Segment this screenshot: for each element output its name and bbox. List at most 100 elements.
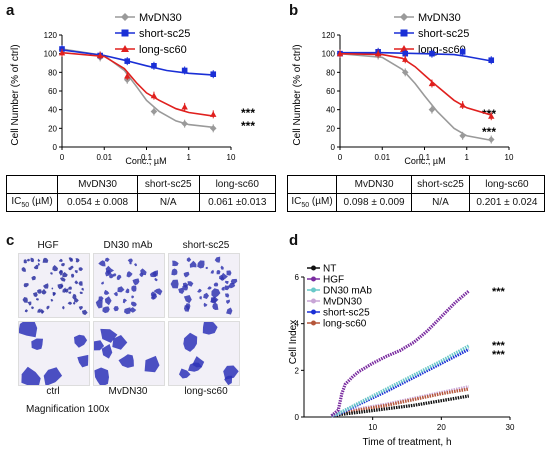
cell-colony: [225, 293, 230, 298]
chart-d-legend-1: HGF: [323, 275, 344, 286]
cell-colony: [21, 366, 41, 385]
chart-a-legend-marker-0: [121, 13, 129, 21]
cell-colony: [179, 368, 191, 379]
cell-colony: [104, 257, 110, 262]
cell-colony: [107, 269, 111, 273]
chart-d-ytick-label: 0: [295, 413, 300, 422]
cell-colony: [42, 257, 49, 263]
chart-a-ytick-label: 80: [48, 68, 57, 77]
cell-colony: [60, 277, 66, 282]
chart-b-xtick-label: 10: [505, 153, 514, 162]
chart-b-point-2: [402, 56, 409, 62]
cell-colony: [151, 296, 156, 300]
chart-d-legend-marker-5: [311, 320, 316, 326]
cell-colony: [73, 301, 76, 305]
ic50-table-a: MvDN30 short-sc25 long-sc60 IC50 (µM) 0.…: [6, 175, 276, 212]
chart-d-legend-marker-2: [311, 287, 316, 293]
cell-colony: [27, 301, 32, 306]
cell-colony: [228, 283, 236, 289]
cell-colony: [74, 298, 79, 303]
cell-colony: [134, 263, 137, 267]
chart-b-legend: MvDN30 short-sc25 long-sc60: [394, 12, 469, 56]
cell-colony: [37, 308, 41, 313]
chart-b-xtick-label: 0.1: [419, 153, 431, 162]
chart-a-xtick-label: 0: [60, 153, 65, 162]
chart-b-point-0: [428, 106, 436, 113]
cell-colony: [205, 266, 209, 270]
cell-colony: [71, 273, 75, 278]
cell-colony: [24, 309, 28, 313]
cell-colony: [19, 322, 38, 338]
chart-a-point-2: [124, 72, 131, 79]
cell-colony: [81, 287, 84, 291]
chart-a-sig-0: ***: [241, 106, 255, 120]
chart-b-xlabel: Conc., µM: [404, 156, 445, 166]
cell-colony: [52, 292, 56, 297]
table-a-header-3: long-sc60: [198, 175, 276, 194]
chart-d-legend-3: MvDN30: [323, 297, 362, 308]
cell-colony: [104, 289, 110, 295]
chart-a-point-1: [181, 67, 188, 74]
cell-colony: [214, 256, 221, 263]
micrograph-label-long-sc60: long-sc60: [184, 386, 228, 397]
chart-b-xtick-label: 0: [338, 153, 343, 162]
cell-colony: [62, 305, 65, 310]
table-b-cell-mvdn30: 0.098 ± 0.009: [335, 193, 413, 212]
cell-colony: [183, 295, 192, 304]
cell-colony: [211, 288, 221, 299]
cell-colony: [230, 278, 238, 284]
chart-a-legend-marker-2: [121, 45, 129, 52]
micrograph-label-ctrl: ctrl: [46, 386, 60, 397]
cell-colony: [37, 262, 40, 266]
cell-colony: [78, 306, 83, 311]
cell-colony: [31, 276, 36, 281]
cell-colony: [152, 270, 158, 277]
chart-b-point-2: [428, 80, 436, 87]
cell-colony: [226, 299, 230, 304]
cell-colony: [132, 278, 140, 286]
cell-colony: [74, 334, 88, 348]
chart-a-point-1: [124, 58, 131, 64]
cell-colony: [197, 288, 202, 293]
chart-b-point-1: [488, 57, 495, 63]
chart-d-series-line-0: [331, 394, 470, 418]
chart-d-sig-1: ***: [492, 340, 506, 352]
cell-colony: [98, 260, 106, 267]
cell-colony: [197, 260, 205, 269]
chart-a-xtick-label: 1: [187, 153, 192, 162]
cell-colony: [213, 282, 219, 287]
cell-colony: [203, 292, 209, 299]
table-a-header-2: short-sc25: [137, 175, 200, 194]
chart-b-point-2: [336, 50, 344, 57]
chart-a-legend-2: long-sc60: [139, 44, 187, 56]
cell-colony: [72, 293, 77, 300]
chart-a-ytick-label: 120: [44, 31, 58, 40]
chart-d-legend-marker-0: [311, 265, 316, 271]
chart-d-ytick-label: 4: [295, 320, 300, 329]
cell-colony: [226, 270, 232, 276]
table-b-cell-short-sc25: N/A: [411, 193, 470, 212]
chart-b-legend-marker-2: [400, 45, 408, 52]
chart-a-ytick-label: 60: [48, 87, 57, 96]
cell-colony: [226, 307, 233, 315]
chart-a-ytick-label: 100: [44, 50, 58, 59]
cell-colony: [210, 297, 218, 304]
table-a-cell-mvdn30: 0.054 ± 0.008: [56, 193, 139, 212]
micrograph-ctrl: [18, 321, 90, 386]
chart-b-point-2: [488, 113, 495, 119]
table-a-row-label-main: IC: [11, 196, 22, 207]
chart-a-sig-1: ***: [241, 119, 255, 133]
chart-a-point-0: [150, 108, 158, 115]
chart-d-sig-0: ***: [492, 286, 506, 298]
cell-colony: [220, 265, 224, 270]
chart-b-ytick-label: 0: [331, 143, 336, 152]
chart-d-series-line-1: [330, 289, 470, 418]
table-b-header-3: long-sc60: [468, 175, 546, 194]
chart-d-xtick-label: 10: [368, 423, 377, 432]
cell-colony: [31, 306, 34, 310]
cell-colony: [40, 308, 45, 313]
cell-colony: [184, 305, 190, 312]
chart-a-point-0: [209, 125, 217, 132]
cell-colony: [79, 291, 83, 294]
